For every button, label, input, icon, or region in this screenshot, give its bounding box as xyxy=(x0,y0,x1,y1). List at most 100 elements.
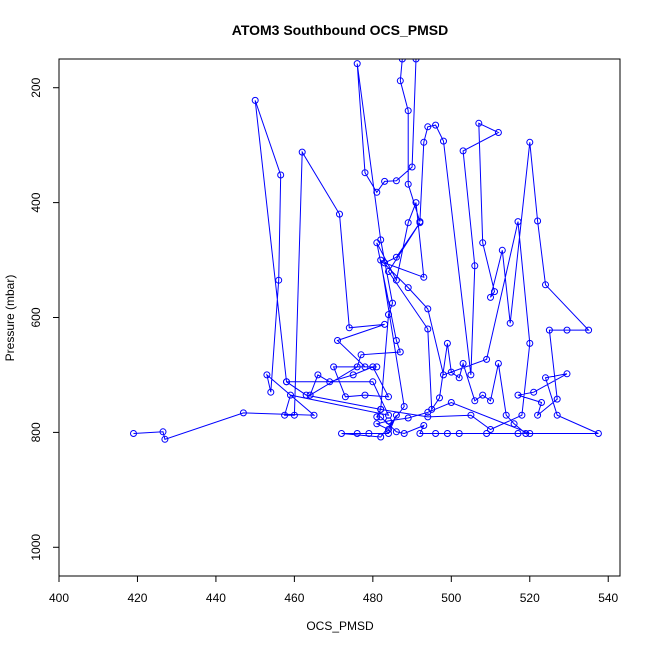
data-point xyxy=(553,395,561,403)
data-point xyxy=(440,137,447,145)
data-point xyxy=(306,391,314,399)
data-point xyxy=(479,391,487,399)
data-point xyxy=(542,281,549,289)
data-point xyxy=(563,326,571,334)
data-point xyxy=(487,397,494,405)
series-line xyxy=(133,59,599,440)
x-tick-label: 420 xyxy=(127,591,147,605)
data-point xyxy=(408,163,416,171)
data-point xyxy=(526,430,534,437)
data-point xyxy=(369,378,377,386)
x-tick-label: 520 xyxy=(520,591,540,605)
data-point xyxy=(398,59,406,63)
data-point xyxy=(530,388,538,396)
data-point xyxy=(392,428,400,436)
data-point xyxy=(404,414,412,422)
data-point xyxy=(314,371,322,379)
data-point xyxy=(396,77,404,85)
data-point xyxy=(553,411,561,419)
data-point xyxy=(514,218,522,226)
x-tick-label: 500 xyxy=(441,591,461,605)
data-point xyxy=(404,107,412,115)
data-point xyxy=(385,393,392,401)
data-point xyxy=(534,411,542,419)
data-point xyxy=(475,119,483,127)
data-point xyxy=(545,326,553,334)
data-point xyxy=(392,253,400,261)
data-point xyxy=(298,148,306,156)
data-point xyxy=(443,430,451,437)
data-point xyxy=(412,199,420,207)
y-tick-label: 200 xyxy=(29,77,43,97)
data-point xyxy=(326,378,334,386)
y-tick-label: 800 xyxy=(29,422,43,442)
x-tick-label: 460 xyxy=(284,591,304,605)
data-point xyxy=(447,399,455,406)
x-tick-label: 540 xyxy=(598,591,618,605)
data-point xyxy=(373,413,381,421)
data-point xyxy=(522,430,530,437)
data-point xyxy=(412,59,420,63)
data-point xyxy=(357,351,365,359)
data-point xyxy=(338,430,345,437)
data-point xyxy=(542,374,549,382)
data-point xyxy=(424,123,432,131)
data-point xyxy=(420,138,428,146)
data-point xyxy=(471,262,479,270)
data-point xyxy=(526,339,534,347)
data-point xyxy=(381,177,389,185)
y-tick-label: 1000 xyxy=(29,534,43,561)
data-point xyxy=(361,391,369,399)
data-point xyxy=(459,147,467,155)
data-point xyxy=(424,325,432,333)
data-point xyxy=(436,394,443,402)
data-point xyxy=(290,411,298,419)
data-point xyxy=(385,311,392,319)
data-point xyxy=(161,435,169,443)
data-point xyxy=(455,374,463,382)
data-point xyxy=(385,426,392,433)
data-point xyxy=(443,339,451,347)
data-point xyxy=(400,430,408,437)
data-point xyxy=(349,371,357,379)
data-point xyxy=(514,391,522,399)
x-axis-label: OCS_PMSD xyxy=(306,619,374,633)
data-point xyxy=(287,391,294,399)
data-point xyxy=(404,219,412,227)
data-point xyxy=(373,420,381,428)
data-point xyxy=(392,411,400,419)
data-point xyxy=(506,319,514,327)
data-point xyxy=(365,430,373,437)
data-point xyxy=(381,320,389,328)
data-point xyxy=(392,177,400,185)
data-point xyxy=(498,246,506,254)
data-point xyxy=(483,355,491,363)
data-point xyxy=(385,417,392,425)
data-point xyxy=(487,426,494,433)
data-point xyxy=(494,129,502,136)
y-tick-label: 400 xyxy=(29,192,43,212)
data-point xyxy=(420,422,428,429)
data-point xyxy=(404,284,412,292)
data-point xyxy=(310,411,318,419)
data-point xyxy=(563,370,571,378)
data-point xyxy=(377,236,385,244)
data-point xyxy=(467,371,475,379)
data-point xyxy=(487,293,494,301)
data-point xyxy=(130,430,137,437)
data-point xyxy=(361,363,369,371)
data-point xyxy=(361,169,369,177)
x-tick-label: 480 xyxy=(363,591,383,605)
data-point xyxy=(392,337,400,344)
data-point xyxy=(251,96,259,104)
chart-title: ATOM3 Southbound OCS_PMSD xyxy=(232,22,448,38)
data-point xyxy=(471,397,479,405)
data-point xyxy=(538,399,545,406)
data-point xyxy=(377,433,385,441)
data-point xyxy=(432,121,440,129)
data-point xyxy=(400,403,408,410)
data-point xyxy=(440,371,447,379)
data-point xyxy=(353,430,361,437)
